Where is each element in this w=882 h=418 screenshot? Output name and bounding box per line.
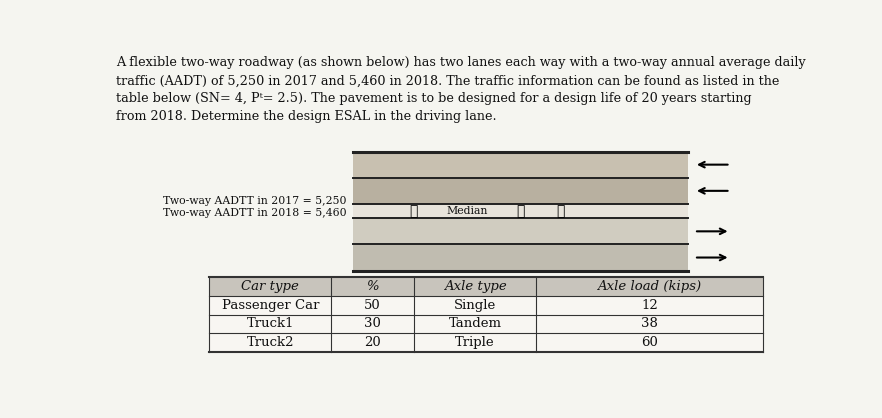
Bar (209, 296, 763, 314)
Text: Tandem: Tandem (449, 317, 502, 331)
Bar (209, 334, 763, 352)
Bar (353, 178, 688, 204)
Text: A flexible two-way roadway (as shown below) has two lanes each way with a two-wa: A flexible two-way roadway (as shown bel… (116, 56, 806, 123)
Text: 🌲: 🌲 (557, 204, 564, 218)
Bar (209, 314, 763, 334)
Text: Car type: Car type (242, 280, 299, 293)
Text: Axle type: Axle type (444, 280, 506, 293)
Text: Truck2: Truck2 (247, 336, 294, 349)
Text: 12: 12 (641, 298, 658, 311)
Text: Axle load (kips): Axle load (kips) (597, 280, 701, 293)
Bar (209, 277, 763, 296)
Text: %: % (366, 280, 379, 293)
Text: 🌲: 🌲 (409, 204, 417, 218)
Text: 60: 60 (641, 336, 658, 349)
Text: Triple: Triple (455, 336, 495, 349)
Text: Passenger Car: Passenger Car (221, 298, 319, 311)
Text: 50: 50 (364, 298, 381, 311)
Text: Truck1: Truck1 (247, 317, 294, 331)
Text: 38: 38 (641, 317, 658, 331)
Bar (353, 245, 688, 270)
Text: Two-way AADTT in 2017 = 5,250: Two-way AADTT in 2017 = 5,250 (163, 196, 347, 206)
Text: 30: 30 (364, 317, 381, 331)
Text: 20: 20 (364, 336, 381, 349)
Text: Two-way AADTT in 2018 = 5,460: Two-way AADTT in 2018 = 5,460 (163, 208, 347, 218)
Text: Median: Median (446, 206, 488, 216)
Bar (353, 204, 688, 218)
Bar (353, 152, 688, 178)
Text: Single: Single (454, 298, 497, 311)
Text: 🌲: 🌲 (516, 204, 525, 218)
Bar (353, 218, 688, 245)
